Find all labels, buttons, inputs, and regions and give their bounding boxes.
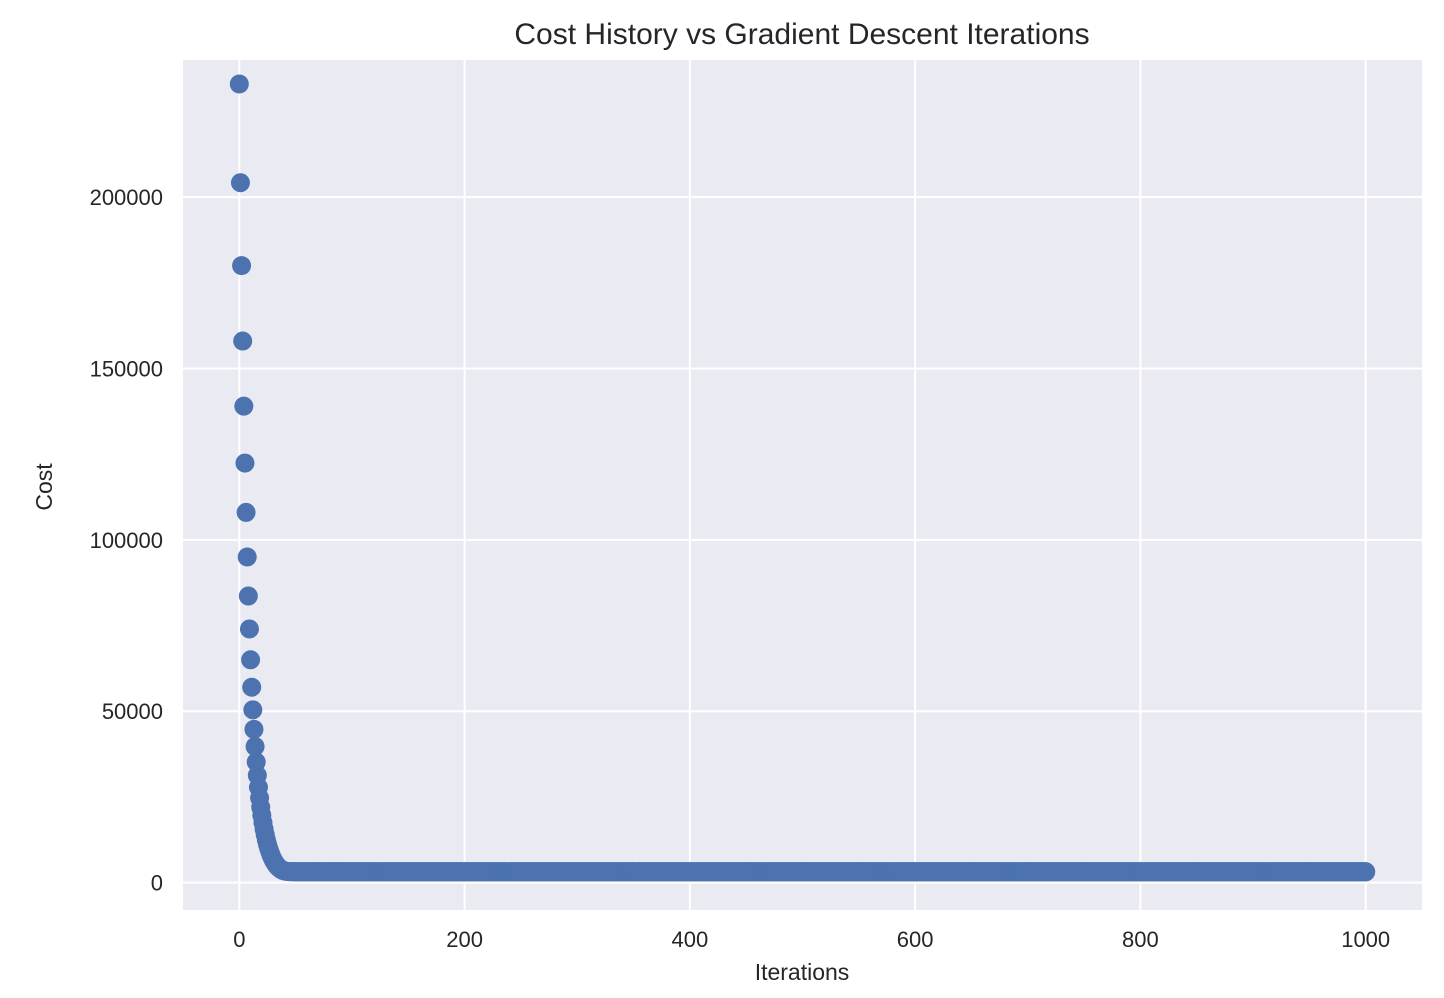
data-point [241,650,261,670]
data-point [1187,862,1207,882]
data-point [245,737,265,757]
data-point [246,752,266,772]
data-point [243,700,263,720]
data-point [232,256,252,276]
data-point [961,862,981,882]
x-axis-label: Iterations [755,959,850,985]
data-point [1074,862,1094,882]
y-axis-label: Cost [31,463,57,511]
data-point [238,586,258,606]
x-tick-label: 200 [446,927,483,952]
y-axis-ticks: 0 50000 100000 150000 200000 [90,185,163,895]
data-point [511,862,531,882]
plot-area [183,60,1422,910]
x-tick-label: 1000 [1341,927,1390,952]
data-point [230,173,250,193]
data-point [398,862,418,882]
chart-title: Cost History vs Gradient Descent Iterati… [514,18,1089,51]
data-point [736,862,756,882]
data-point [1130,862,1150,882]
data-point [234,396,254,416]
y-tick-label: 50000 [102,699,163,724]
data-point [235,453,255,473]
data-point [455,862,475,882]
data-point [567,862,587,882]
data-point [242,677,262,697]
data-point [237,547,257,567]
y-tick-label: 0 [151,871,163,896]
data-point [849,862,869,882]
x-tick-label: 600 [897,927,934,952]
data-point [1356,862,1376,882]
data-point [1018,862,1038,882]
data-point [236,502,256,522]
y-tick-label: 150000 [90,356,163,381]
scatter-points [229,74,1376,882]
data-point [1243,862,1263,882]
data-point [905,862,925,882]
data-point [239,619,259,639]
grid-layer [183,60,1422,910]
data-point [680,862,700,882]
data-point [233,331,253,351]
data-point [229,74,249,94]
x-tick-label: 400 [672,927,709,952]
x-tick-label: 0 [233,927,245,952]
x-tick-label: 800 [1122,927,1159,952]
data-point [624,862,644,882]
data-point [244,719,264,739]
data-point [1299,862,1319,882]
y-tick-label: 200000 [90,185,163,210]
data-point [793,862,812,882]
y-tick-label: 100000 [90,528,163,553]
x-axis-ticks: 0 200 400 600 800 1000 [233,927,1390,952]
